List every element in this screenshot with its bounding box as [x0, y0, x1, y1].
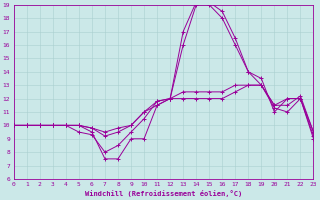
X-axis label: Windchill (Refroidissement éolien,°C): Windchill (Refroidissement éolien,°C)	[85, 190, 242, 197]
